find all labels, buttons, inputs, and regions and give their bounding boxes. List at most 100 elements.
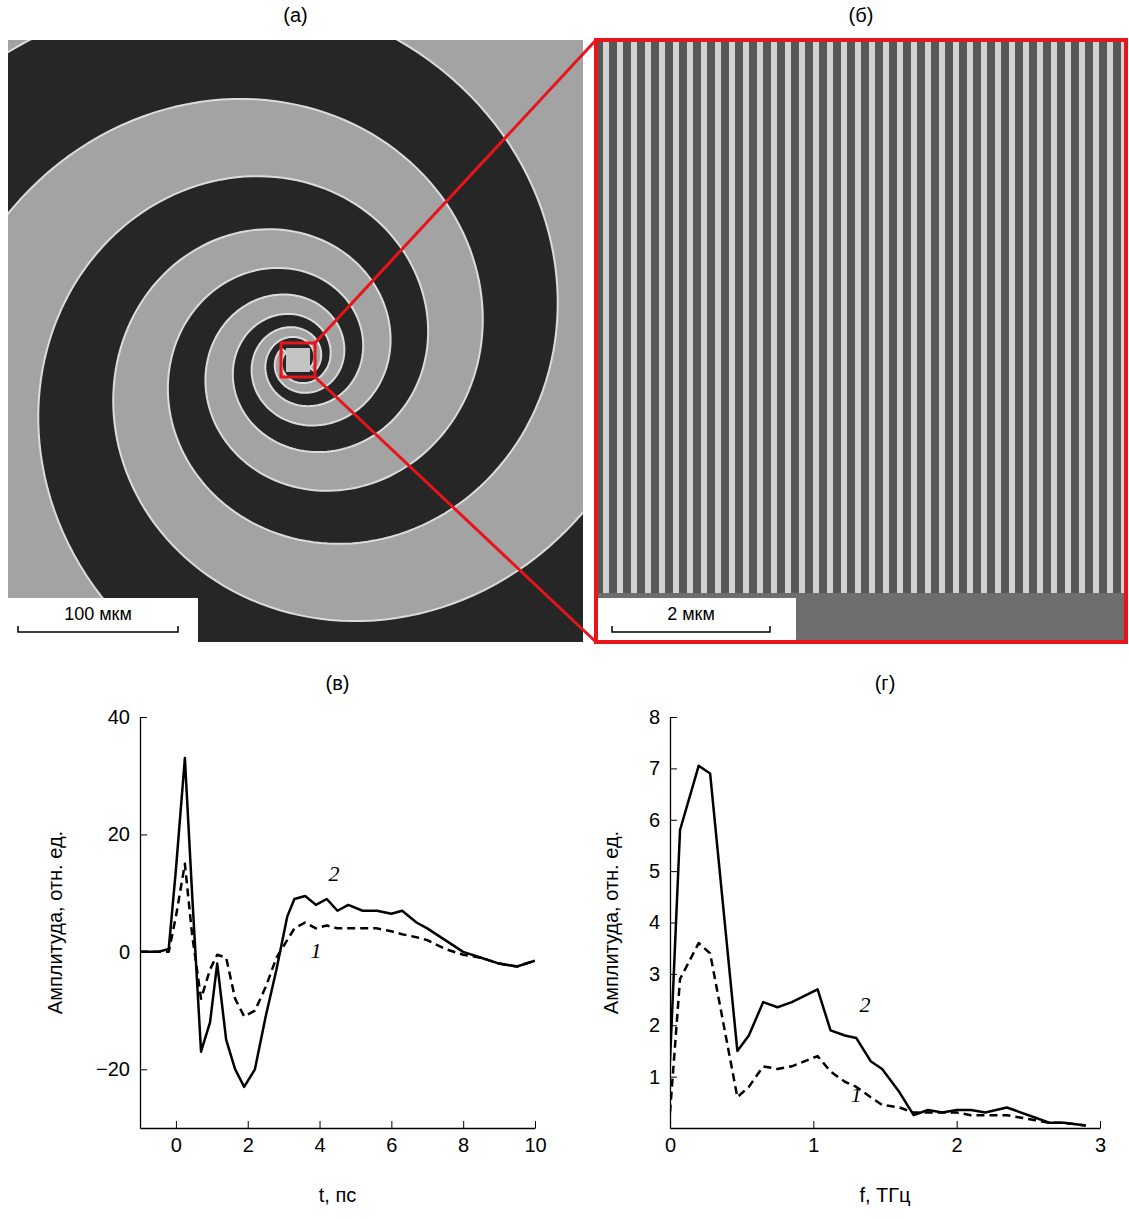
x-tick-mark — [957, 1121, 958, 1128]
x-tick: 0 — [171, 1121, 182, 1156]
x-tick-mark — [463, 1121, 464, 1128]
x-tick-label: 4 — [314, 1134, 325, 1156]
grating-line — [1051, 40, 1057, 593]
curve-label: 1 — [310, 938, 321, 963]
x-tick-label: 8 — [458, 1134, 469, 1156]
grating-line — [1009, 40, 1015, 593]
y-tick-mark — [140, 1069, 147, 1070]
grating-line — [743, 40, 749, 593]
antenna-gap — [286, 348, 310, 372]
grating-line — [939, 40, 945, 593]
grating-line — [813, 40, 819, 593]
grating-line — [715, 40, 721, 593]
scale-bar — [612, 626, 770, 632]
grating-line — [855, 40, 861, 593]
zoom-connector — [315, 40, 596, 343]
contact-pad — [596, 593, 1126, 642]
y-tick-label: 6 — [649, 809, 660, 831]
y-tick: −20 — [96, 1058, 147, 1080]
plot-area — [140, 758, 535, 1087]
grating-line — [981, 40, 987, 593]
zoom-connector — [315, 377, 596, 642]
curve-label: 1 — [851, 1082, 862, 1107]
x-tick: 6 — [386, 1121, 397, 1156]
grating-line — [771, 40, 777, 593]
x-axis: 0 1 2 3 — [665, 1121, 1106, 1156]
y-tick-label: 7 — [649, 757, 660, 779]
grating-line — [1079, 40, 1085, 593]
x-tick-mark — [391, 1121, 392, 1128]
x-axis-line — [671, 1128, 1101, 1129]
x-tick: 3 — [1095, 1121, 1106, 1156]
y-axis-line — [140, 718, 141, 1129]
y-axis-title: Амплитуда, отн. ед. — [600, 831, 622, 1014]
grating-line — [911, 40, 917, 593]
x-tick-label: 3 — [1095, 1134, 1106, 1156]
grating-line — [645, 40, 651, 593]
grating-line — [883, 40, 889, 593]
spiral-arm — [8, 99, 583, 642]
x-axis-title: f, ТГц — [859, 1184, 910, 1206]
x-tick: 2 — [952, 1121, 963, 1156]
series-line — [670, 943, 1086, 1125]
x-tick-mark — [320, 1121, 321, 1128]
grating-line — [925, 40, 931, 593]
plot-area — [670, 766, 1086, 1126]
image-spiral — [8, 40, 583, 642]
y-tick-label: 4 — [649, 911, 660, 933]
grating-line — [869, 40, 875, 593]
y-tick: 7 — [649, 757, 677, 779]
y-tick-label: 3 — [649, 963, 660, 985]
scale-bar-background — [596, 598, 796, 642]
y-tick-label: 0 — [119, 941, 130, 963]
x-tick-mark — [176, 1121, 177, 1128]
y-tick: 5 — [649, 860, 677, 882]
scale-bar-label: 2 мкм — [667, 604, 715, 624]
panel-label: (г) — [875, 672, 896, 694]
chart: (г)012312345678f, ТГцАмплитуда, отн. ед.… — [600, 672, 1106, 1206]
x-tick-label: 6 — [386, 1134, 397, 1156]
y-tick-label: 5 — [649, 860, 660, 882]
grating-line — [757, 40, 763, 593]
figure: (а)(б)100 мкм2 мкм(в)0246810−2002040t, п… — [0, 0, 1129, 1219]
y-axis: −20 0 20 40 — [96, 706, 147, 1129]
grating-line — [995, 40, 1001, 593]
y-tick: 8 — [649, 706, 677, 728]
y-axis-title: Амплитуда, отн. ед. — [44, 831, 66, 1014]
y-tick-mark — [140, 717, 147, 718]
x-tick-mark — [1100, 1121, 1101, 1128]
series-line — [140, 758, 535, 1087]
series-line — [140, 864, 535, 1017]
x-tick-mark — [813, 1121, 814, 1128]
x-tick: 10 — [524, 1121, 546, 1156]
x-tick-label: 10 — [524, 1134, 546, 1156]
y-tick-label: 20 — [108, 823, 130, 845]
y-tick-mark — [670, 820, 677, 821]
x-tick: 4 — [314, 1121, 325, 1156]
grating-line — [1037, 40, 1043, 593]
chart: (в)0246810−2002040t, псАмплитуда, отн. е… — [44, 672, 547, 1206]
scale-bar-label: 100 мкм — [64, 604, 132, 624]
y-tick-label: 1 — [649, 1066, 660, 1088]
grating-line — [617, 40, 623, 593]
curve-label: 2 — [328, 861, 339, 886]
zoom-box — [281, 343, 315, 377]
grating-line — [785, 40, 791, 593]
y-tick-label: 8 — [649, 706, 660, 728]
x-tick-label: 1 — [808, 1134, 819, 1156]
x-tick-label: 0 — [665, 1134, 676, 1156]
y-tick: 4 — [649, 911, 677, 933]
x-tick: 1 — [808, 1121, 819, 1156]
y-tick: 20 — [108, 823, 147, 845]
image-background — [596, 40, 1126, 642]
y-axis: 12345678 — [649, 706, 677, 1129]
x-tick: 2 — [243, 1121, 254, 1156]
x-tick-mark — [535, 1121, 536, 1128]
x-tick-label: 2 — [952, 1134, 963, 1156]
x-tick-mark — [248, 1121, 249, 1128]
y-tick: 40 — [108, 706, 147, 728]
grating-line — [631, 40, 637, 593]
x-axis-line — [141, 1128, 536, 1129]
y-tick-label: 40 — [108, 706, 130, 728]
grating-line — [701, 40, 707, 593]
